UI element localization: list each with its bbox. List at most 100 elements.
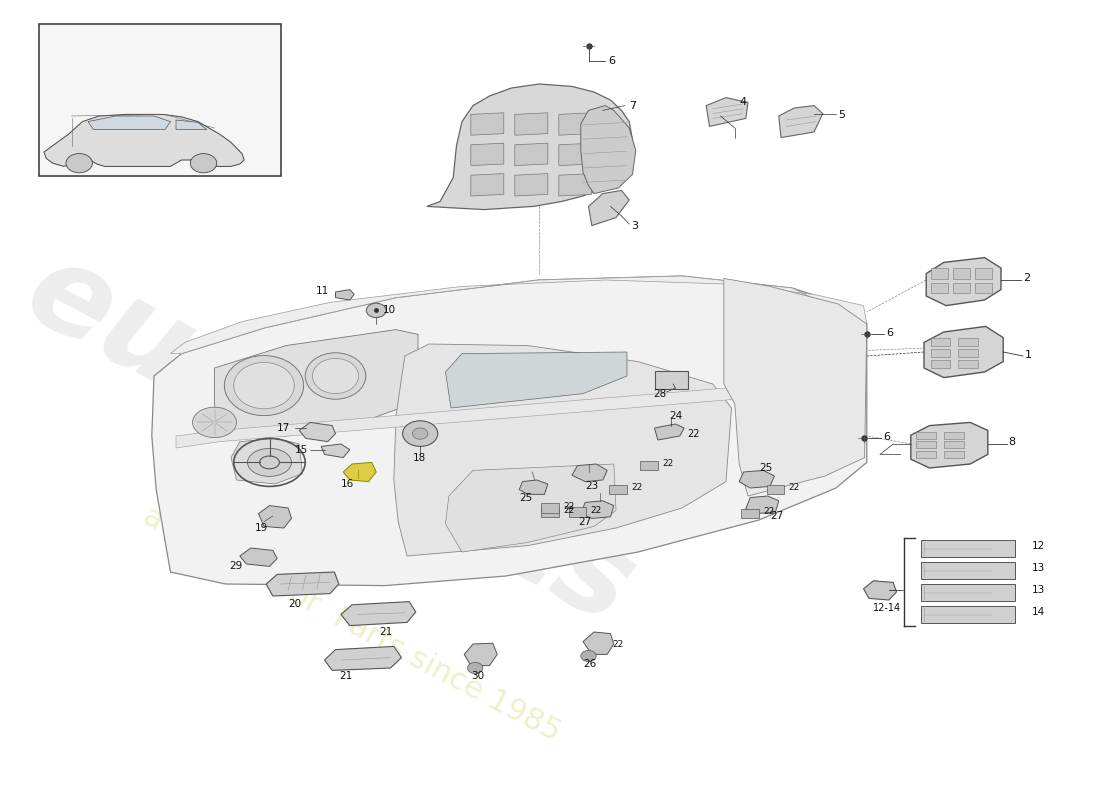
Polygon shape — [572, 464, 607, 482]
Text: 13: 13 — [1032, 563, 1045, 573]
Polygon shape — [336, 290, 354, 300]
Bar — [591, 642, 608, 651]
Polygon shape — [240, 548, 277, 566]
Bar — [931, 349, 950, 357]
Text: 25: 25 — [519, 493, 532, 502]
Ellipse shape — [306, 353, 365, 399]
Polygon shape — [864, 581, 896, 600]
Polygon shape — [176, 372, 856, 448]
Text: 22: 22 — [789, 483, 800, 493]
Text: 22: 22 — [613, 640, 624, 650]
Bar — [640, 461, 658, 470]
Bar — [922, 540, 1014, 557]
Text: 22: 22 — [591, 506, 602, 515]
Polygon shape — [583, 632, 614, 654]
Circle shape — [403, 421, 438, 446]
Polygon shape — [464, 643, 497, 666]
Text: 22: 22 — [662, 459, 673, 469]
Bar — [922, 606, 1014, 623]
Ellipse shape — [260, 456, 279, 469]
Text: 4: 4 — [739, 98, 746, 107]
Bar — [931, 360, 950, 368]
Text: 14: 14 — [1032, 607, 1045, 618]
Text: 6: 6 — [883, 432, 890, 442]
Bar — [944, 442, 964, 448]
Ellipse shape — [192, 407, 236, 438]
Text: 12: 12 — [1032, 541, 1045, 551]
Polygon shape — [779, 106, 823, 138]
Circle shape — [190, 154, 217, 173]
Polygon shape — [519, 480, 548, 494]
Text: 22: 22 — [631, 483, 642, 493]
Bar — [741, 509, 759, 518]
Polygon shape — [258, 506, 292, 528]
Text: 26: 26 — [583, 659, 596, 669]
Text: 11: 11 — [316, 286, 329, 296]
Polygon shape — [706, 98, 748, 126]
Polygon shape — [581, 501, 614, 518]
Text: 28: 28 — [653, 389, 667, 398]
Bar — [541, 503, 559, 513]
Ellipse shape — [248, 448, 292, 477]
Bar — [541, 507, 559, 517]
Text: 5: 5 — [838, 110, 845, 120]
Polygon shape — [746, 496, 779, 514]
Bar — [931, 268, 947, 278]
Polygon shape — [341, 602, 416, 626]
Polygon shape — [926, 258, 1001, 306]
Circle shape — [581, 650, 596, 662]
Text: 17: 17 — [277, 423, 290, 433]
Text: 27: 27 — [579, 517, 592, 526]
Text: 22: 22 — [563, 502, 574, 511]
Bar — [958, 338, 978, 346]
Text: 18: 18 — [412, 453, 426, 462]
Bar — [916, 451, 936, 458]
Text: 22: 22 — [763, 507, 774, 517]
Text: euroParts: euroParts — [7, 231, 653, 649]
Text: 7: 7 — [629, 101, 636, 110]
Bar — [767, 485, 784, 494]
Bar — [569, 507, 586, 517]
Ellipse shape — [233, 362, 295, 409]
Polygon shape — [471, 113, 504, 135]
Bar — [39, 24, 280, 176]
Bar — [922, 584, 1014, 601]
Text: 3: 3 — [631, 221, 638, 230]
Bar — [944, 432, 964, 438]
Polygon shape — [343, 462, 376, 482]
Polygon shape — [152, 276, 867, 586]
Bar — [976, 282, 992, 293]
Polygon shape — [214, 330, 418, 436]
Bar — [976, 268, 992, 278]
Text: 27: 27 — [770, 511, 783, 521]
Bar — [944, 451, 964, 458]
Circle shape — [412, 428, 428, 439]
Polygon shape — [299, 422, 336, 442]
Text: 16: 16 — [341, 479, 354, 489]
Circle shape — [468, 662, 483, 674]
Polygon shape — [471, 143, 504, 166]
Polygon shape — [724, 278, 867, 496]
Text: 12-14: 12-14 — [872, 603, 901, 613]
Circle shape — [66, 154, 92, 173]
Text: 23: 23 — [585, 482, 598, 491]
Text: 30: 30 — [471, 671, 484, 681]
Bar — [654, 371, 688, 389]
Bar — [953, 268, 970, 278]
Polygon shape — [88, 116, 170, 130]
Text: 6: 6 — [887, 328, 893, 338]
Text: 13: 13 — [1032, 586, 1045, 595]
Text: 24: 24 — [669, 411, 682, 421]
Polygon shape — [911, 422, 988, 468]
Polygon shape — [924, 326, 1003, 378]
Polygon shape — [176, 120, 207, 130]
Bar — [958, 360, 978, 368]
Polygon shape — [427, 84, 632, 210]
Text: 21: 21 — [339, 671, 352, 681]
Text: 2: 2 — [1023, 274, 1030, 283]
Bar — [916, 442, 936, 448]
Polygon shape — [321, 444, 350, 458]
Polygon shape — [471, 174, 504, 196]
Ellipse shape — [224, 355, 304, 416]
Text: 19: 19 — [255, 523, 268, 533]
